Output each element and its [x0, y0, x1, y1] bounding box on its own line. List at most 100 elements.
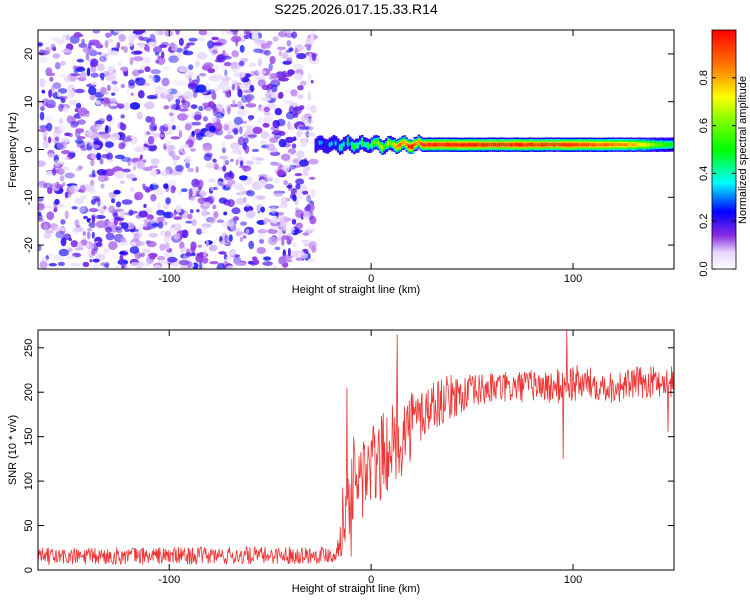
- noise-cell: [295, 178, 305, 185]
- noise-cell: [103, 168, 115, 177]
- band-cell: [468, 143, 471, 147]
- noise-cell: [45, 99, 57, 109]
- noise-cell: [196, 209, 200, 213]
- noise-cell: [82, 236, 89, 240]
- noise-cell: [173, 216, 182, 220]
- noise-cell: [297, 85, 304, 91]
- noise-cell: [141, 36, 150, 42]
- noise-cell: [127, 157, 132, 167]
- noise-cell: [44, 46, 51, 56]
- band-cell: [550, 143, 554, 147]
- noise-cell: [114, 211, 118, 216]
- noise-cell: [242, 235, 247, 239]
- y-tick-label: 250: [23, 339, 35, 357]
- noise-cell: [69, 184, 79, 194]
- noise-cell: [120, 66, 129, 72]
- noise-cell: [113, 189, 121, 195]
- noise-cell: [181, 229, 189, 239]
- noise-cell: [96, 152, 102, 161]
- noise-cell: [149, 184, 154, 192]
- noise-cell: [53, 254, 64, 261]
- noise-cell: [215, 111, 225, 119]
- noise-cell: [90, 81, 97, 86]
- noise-cell: [240, 77, 250, 83]
- x-tick-label: 100: [564, 574, 582, 586]
- noise-cell: [211, 36, 220, 41]
- noise-cell: [144, 101, 155, 110]
- band-cell: [577, 143, 580, 147]
- band-cell: [575, 143, 578, 147]
- band-cell: [502, 143, 505, 147]
- noise-cell: [95, 220, 107, 229]
- colorbar-tick-label: 0.4: [698, 166, 710, 181]
- noise-cell: [108, 205, 115, 214]
- band-cell: [357, 144, 360, 148]
- noise-cell: [223, 124, 229, 131]
- noise-cell: [78, 43, 88, 48]
- band-cell: [496, 143, 499, 147]
- noise-cell: [278, 50, 282, 57]
- noise-cell: [308, 210, 314, 214]
- noise-cell: [169, 224, 176, 232]
- noise-cell: [71, 115, 76, 125]
- noise-cell: [64, 74, 71, 84]
- noise-cell: [135, 240, 145, 247]
- band-cell: [405, 143, 409, 147]
- noise-cell: [162, 203, 169, 210]
- noise-cell: [76, 136, 86, 140]
- spectrogram-y-ticks: -20 -10 0 10 20: [23, 48, 674, 253]
- noise-cell: [307, 257, 317, 263]
- noise-cell: [172, 159, 177, 166]
- band-cell: [655, 143, 659, 147]
- noise-cell: [192, 90, 198, 98]
- band-cell: [417, 140, 421, 144]
- noise-cell: [300, 71, 304, 76]
- noise-cell: [268, 176, 273, 180]
- noise-cell: [225, 159, 230, 166]
- band-cell: [403, 140, 406, 144]
- noise-cell: [105, 261, 110, 269]
- band-cell: [670, 143, 673, 147]
- noise-cell: [121, 168, 131, 173]
- noise-cell: [211, 91, 217, 100]
- noise-cell: [100, 132, 111, 139]
- noise-cell: [110, 216, 114, 221]
- noise-cell: [195, 84, 207, 93]
- noise-cell: [39, 80, 48, 85]
- y-tick-label: 100: [23, 472, 35, 490]
- noise-cell: [114, 154, 125, 160]
- noise-cell: [222, 165, 227, 172]
- noise-cell: [191, 219, 197, 226]
- noise-cell: [106, 84, 111, 92]
- noise-cell: [291, 143, 297, 149]
- noise-cell: [297, 94, 304, 99]
- noise-cell: [250, 70, 255, 77]
- noise-cell: [153, 125, 157, 131]
- band-cell: [330, 142, 334, 146]
- noise-cell: [57, 124, 66, 133]
- noise-cell: [59, 175, 65, 182]
- noise-cell: [301, 210, 310, 218]
- noise-cell: [146, 95, 157, 100]
- band-cell: [462, 143, 465, 147]
- noise-cell: [287, 148, 297, 155]
- chart-title: S225.2026.017.15.33.R14: [274, 1, 438, 17]
- noise-cell: [60, 219, 66, 225]
- band-cell: [526, 143, 530, 147]
- noise-cell: [272, 265, 277, 269]
- noise-cell: [281, 52, 289, 60]
- noise-cell: [308, 240, 317, 250]
- noise-cell: [52, 47, 57, 51]
- band-cell: [667, 143, 671, 147]
- heatmap-signal-band: [314, 134, 674, 155]
- noise-cell: [287, 69, 295, 76]
- noise-cell: [178, 108, 189, 112]
- band-cell: [413, 142, 417, 146]
- noise-cell: [289, 164, 297, 170]
- noise-cell: [155, 30, 165, 36]
- noise-cell: [111, 92, 116, 96]
- noise-cell: [235, 159, 239, 166]
- noise-cell: [97, 63, 105, 72]
- noise-cell: [68, 237, 73, 242]
- noise-cell: [302, 166, 307, 175]
